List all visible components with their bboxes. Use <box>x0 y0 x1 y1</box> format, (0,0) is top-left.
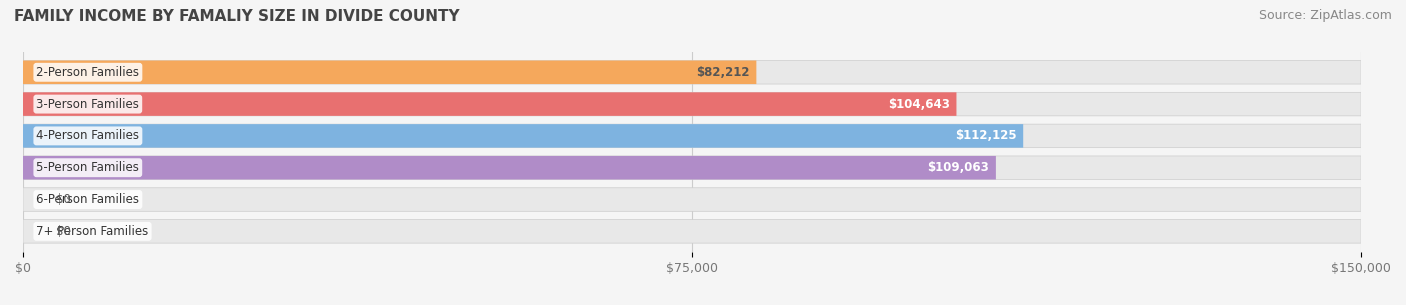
Text: FAMILY INCOME BY FAMALIY SIZE IN DIVIDE COUNTY: FAMILY INCOME BY FAMALIY SIZE IN DIVIDE … <box>14 9 460 24</box>
Text: $112,125: $112,125 <box>955 129 1017 142</box>
FancyBboxPatch shape <box>22 124 1361 148</box>
Text: Source: ZipAtlas.com: Source: ZipAtlas.com <box>1258 9 1392 22</box>
Text: 5-Person Families: 5-Person Families <box>37 161 139 174</box>
Text: $0: $0 <box>56 225 72 238</box>
Text: 4-Person Families: 4-Person Families <box>37 129 139 142</box>
FancyBboxPatch shape <box>22 156 995 179</box>
Text: 7+ Person Families: 7+ Person Families <box>37 225 149 238</box>
Text: $82,212: $82,212 <box>696 66 749 79</box>
Text: 3-Person Families: 3-Person Families <box>37 98 139 111</box>
FancyBboxPatch shape <box>22 156 1361 179</box>
Text: $0: $0 <box>56 193 72 206</box>
Text: 2-Person Families: 2-Person Families <box>37 66 139 79</box>
FancyBboxPatch shape <box>22 60 1361 84</box>
Text: $104,643: $104,643 <box>889 98 950 111</box>
FancyBboxPatch shape <box>22 60 756 84</box>
Text: $109,063: $109,063 <box>928 161 990 174</box>
FancyBboxPatch shape <box>22 220 1361 243</box>
FancyBboxPatch shape <box>22 124 1024 148</box>
Text: 6-Person Families: 6-Person Families <box>37 193 139 206</box>
FancyBboxPatch shape <box>22 92 1361 116</box>
FancyBboxPatch shape <box>22 92 956 116</box>
FancyBboxPatch shape <box>22 188 1361 211</box>
